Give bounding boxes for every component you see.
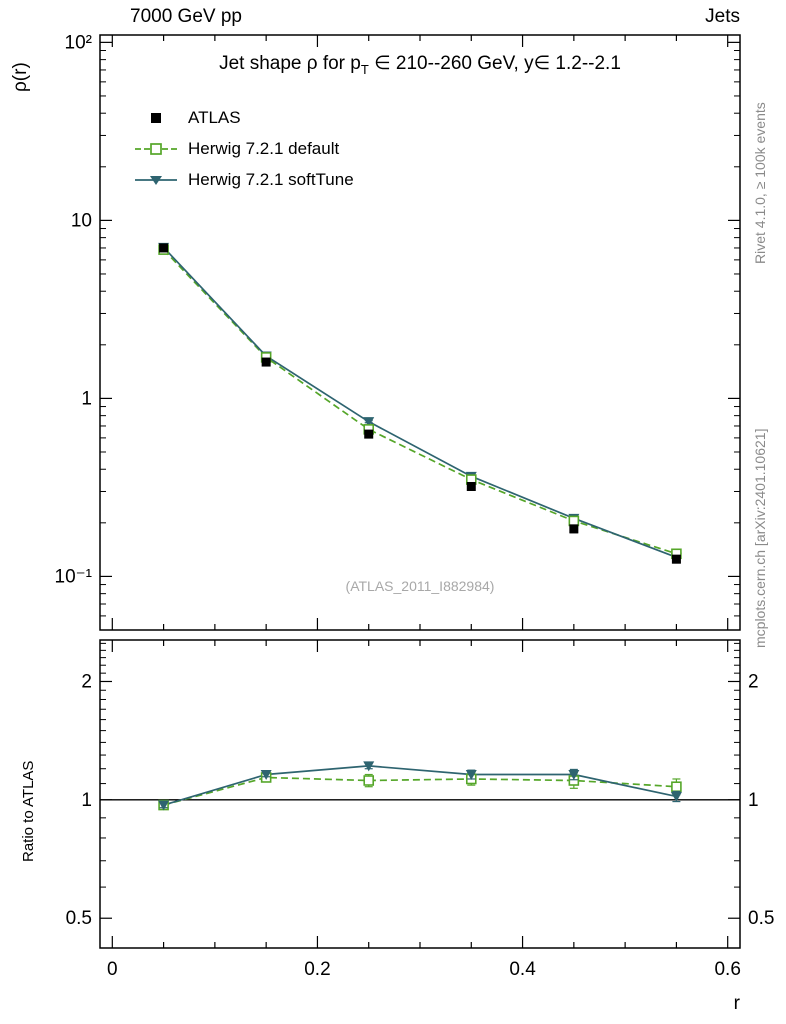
tick-label: 0.6 — [714, 959, 740, 980]
beam-energy-label: 7000 GeV pp — [130, 6, 242, 27]
series-line — [163, 765, 677, 806]
x-axis-label: r — [733, 993, 740, 1014]
legend-label-herwig-default: Herwig 7.2.1 default — [188, 138, 340, 158]
data-marker — [363, 417, 375, 428]
plot-title-post: ∈ 210--260 GeV, y∈ 1.2--2.1 — [368, 53, 621, 74]
plot-title-pre: Jet shape ρ for p — [219, 53, 361, 74]
tick-label: 1 — [81, 790, 92, 811]
tick-label: 10⁻¹ — [55, 566, 93, 587]
series-line — [162, 246, 677, 559]
data-marker — [568, 770, 580, 781]
tick-label: 0.4 — [509, 959, 536, 980]
tick-label: 1 — [81, 388, 92, 409]
tick-label: 0.2 — [304, 959, 330, 980]
data-marker — [466, 481, 476, 491]
filled-triangle-down-marker-icon — [135, 175, 177, 185]
series-line — [163, 776, 677, 806]
tick-label: 0.5 — [748, 908, 774, 929]
data-marker — [465, 770, 477, 781]
tick-label: 10 — [71, 210, 92, 231]
series-line — [162, 249, 677, 555]
legend-item-atlas: ATLAS — [134, 102, 354, 133]
filled-square-marker-icon — [151, 112, 161, 123]
legend: ATLAS Herwig 7.2.1 default Herwig 7.2.1 … — [134, 102, 354, 195]
legend-label-atlas: ATLAS — [188, 107, 241, 127]
data-marker — [670, 791, 682, 802]
legend-item-herwig-default: Herwig 7.2.1 default — [134, 133, 354, 164]
open-square-marker-icon — [135, 142, 177, 155]
plot-title: Jet shape ρ for pT ∈ 210--260 GeV, y∈ 1.… — [100, 52, 740, 77]
data-marker — [159, 243, 169, 253]
mcplots-arxiv-note: mcplots.cern.ch [arXiv:2401.10621] — [752, 428, 768, 648]
tick-label: 2 — [748, 671, 759, 692]
rivet-version-note: Rivet 4.1.0, ≥ 100k events — [752, 102, 768, 264]
ratio-panel-frame — [99, 639, 741, 949]
tick-label: 1 — [748, 790, 759, 811]
legend-item-herwig-softtune: Herwig 7.2.1 softTune — [134, 164, 354, 195]
tick-label: 2 — [81, 671, 92, 692]
tick-label: 0.5 — [66, 908, 92, 929]
data-marker — [364, 429, 374, 439]
data-marker — [363, 761, 375, 772]
process-label: Jets — [705, 6, 740, 27]
plot-title-sub: T — [360, 61, 369, 77]
analysis-id-watermark: (ATLAS_2011_I882984) — [345, 578, 495, 594]
data-marker — [569, 524, 579, 534]
data-marker — [671, 781, 682, 793]
data-marker — [261, 357, 271, 367]
main-y-axis-label: ρ(r) — [10, 62, 31, 92]
data-marker — [568, 515, 580, 527]
data-marker — [158, 800, 170, 811]
legend-label-herwig-softtune: Herwig 7.2.1 softTune — [188, 169, 354, 189]
tick-label: 10² — [65, 32, 92, 53]
data-marker — [260, 770, 272, 781]
data-marker — [671, 554, 681, 564]
tick-label: 0 — [107, 959, 118, 980]
data-marker — [363, 775, 375, 786]
ratio-y-axis-label: Ratio to ATLAS — [20, 760, 37, 862]
